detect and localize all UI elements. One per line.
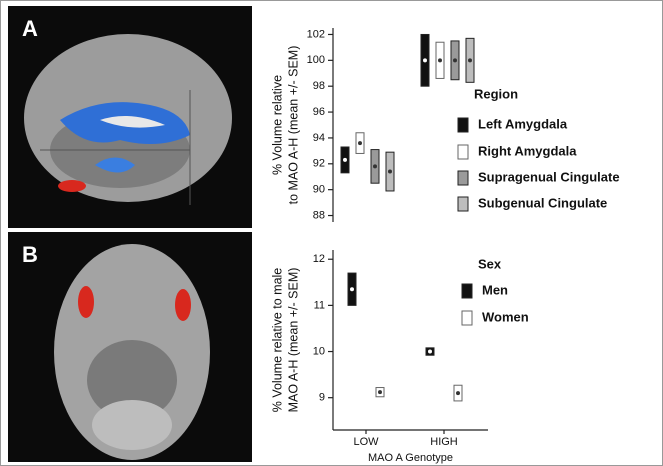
legend-swatch	[458, 171, 468, 185]
x-tick-label: HIGH	[430, 436, 458, 448]
y-tick-label: 102	[307, 28, 325, 40]
legend-label: Right Amygdala	[478, 143, 577, 158]
mean-point	[358, 141, 362, 145]
activation-red	[58, 180, 86, 192]
y-tick-label: 96	[313, 106, 325, 118]
y-tick-label: 12	[313, 253, 325, 265]
x-axis-label: MAO A Genotype	[368, 452, 453, 464]
y-axis-label: % Volume relative to male	[270, 268, 284, 413]
y-tick-label: 92	[313, 158, 325, 170]
legend-swatch	[462, 311, 472, 325]
y-tick-label: 94	[313, 132, 325, 144]
mean-point	[343, 158, 347, 162]
mean-point	[378, 390, 382, 394]
mean-point	[423, 58, 427, 62]
y-axis-label: to MAO A-H (mean +/- SEM)	[286, 46, 300, 205]
y-tick-label: 9	[319, 392, 325, 404]
mean-point	[438, 58, 442, 62]
mean-point	[373, 164, 377, 168]
legend-label: Men	[482, 282, 508, 297]
y-tick-label: 88	[313, 209, 325, 221]
activation-red	[78, 286, 94, 318]
activation-red	[175, 289, 191, 321]
y-axis-label: MAO A-H (mean +/- SEM)	[286, 268, 300, 413]
cerebellum	[92, 400, 172, 450]
mean-point	[388, 170, 392, 174]
y-tick-label: 100	[307, 54, 325, 66]
mean-point	[428, 350, 432, 354]
x-tick-label: LOW	[353, 436, 379, 448]
mean-point	[468, 58, 472, 62]
legend-label: Left Amygdala	[478, 116, 568, 131]
legend-title: Sex	[478, 256, 502, 271]
y-tick-label: 11	[314, 299, 325, 311]
legend-swatch	[458, 145, 468, 159]
mean-point	[456, 391, 460, 395]
y-axis-label: % Volume relative	[270, 75, 284, 175]
y-tick-label: 98	[313, 80, 325, 92]
panel-label: B	[22, 242, 38, 267]
mean-point	[350, 287, 354, 291]
legend-swatch	[458, 118, 468, 132]
legend-swatch	[458, 197, 468, 211]
mean-point	[453, 58, 457, 62]
y-tick-label: 10	[313, 345, 325, 357]
legend-label: Women	[482, 309, 529, 324]
figure: A B 88 90 92 94 96 98 100 102 % Volume relativet…	[0, 0, 663, 466]
legend-label: Subgenual Cingulate	[478, 195, 607, 210]
panel-label: A	[22, 16, 38, 41]
legend-label: Supragenual Cingulate	[478, 169, 620, 184]
legend-swatch	[462, 284, 472, 298]
y-tick-label: 90	[313, 184, 325, 196]
legend-title: Region	[474, 86, 518, 101]
